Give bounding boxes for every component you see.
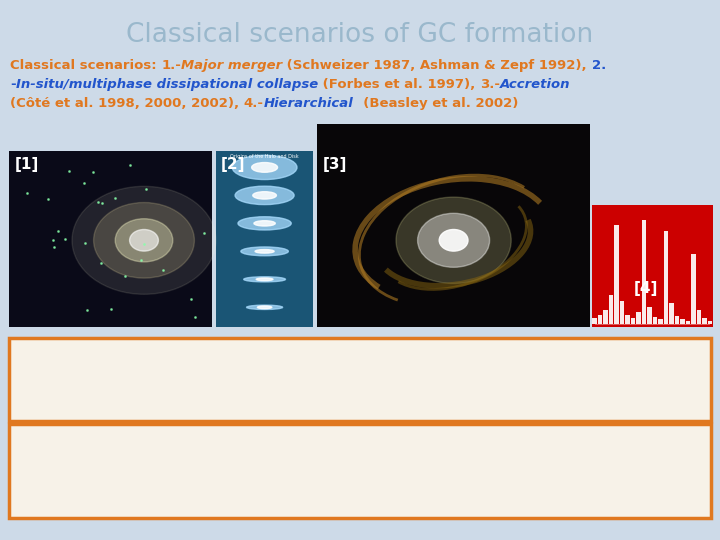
Circle shape bbox=[94, 202, 194, 278]
Text: Confirming or ruling out the existence of: Confirming or ruling out the existence o… bbox=[45, 443, 420, 458]
Bar bbox=[642, 219, 647, 324]
Ellipse shape bbox=[246, 305, 283, 309]
Circle shape bbox=[396, 197, 511, 284]
Bar bbox=[636, 312, 641, 324]
Bar bbox=[664, 231, 668, 324]
Bar bbox=[620, 301, 624, 324]
Ellipse shape bbox=[243, 277, 285, 282]
Text: [2]: [2] bbox=[220, 157, 245, 172]
Text: 3.-: 3.- bbox=[480, 78, 500, 91]
Ellipse shape bbox=[255, 249, 274, 253]
Text: Hierarchical: Hierarchical bbox=[264, 97, 354, 110]
Circle shape bbox=[439, 230, 468, 251]
Text: both (: both ( bbox=[185, 392, 241, 410]
Bar bbox=[658, 319, 663, 324]
Bar bbox=[670, 303, 674, 324]
Bar bbox=[603, 310, 608, 324]
Text: (Côté et al. 1998, 2000, 2002),: (Côté et al. 1998, 2000, 2002), bbox=[10, 97, 244, 110]
Bar bbox=[317, 124, 590, 327]
Text: distinct GC formation scenarios: distinct GC formation scenarios bbox=[217, 496, 503, 511]
Text: They all make different predictions on the: They all make different predictions on t… bbox=[48, 361, 449, 379]
Ellipse shape bbox=[241, 247, 288, 256]
Bar bbox=[653, 317, 657, 324]
Bar bbox=[702, 318, 707, 324]
Text: Origins of the Halo and Disk: Origins of the Halo and Disk bbox=[230, 154, 299, 159]
Bar bbox=[647, 307, 652, 324]
Text: MP: MP bbox=[241, 392, 270, 410]
Bar bbox=[686, 321, 690, 324]
Text: and: and bbox=[270, 392, 316, 410]
Bar bbox=[680, 319, 685, 324]
Text: between GC: between GC bbox=[561, 443, 675, 458]
Text: [4]: [4] bbox=[634, 281, 658, 296]
Bar bbox=[592, 205, 713, 327]
Bar bbox=[626, 315, 630, 324]
Bar bbox=[675, 316, 679, 324]
Text: (Schweizer 1987, Ashman & Zepf 1992),: (Schweizer 1987, Ashman & Zepf 1992), bbox=[282, 59, 592, 72]
Ellipse shape bbox=[232, 156, 297, 179]
Text: MR: MR bbox=[316, 392, 346, 410]
Bar bbox=[216, 151, 313, 327]
Bar bbox=[609, 295, 613, 324]
Text: 1.-: 1.- bbox=[161, 59, 181, 72]
Text: subpopulations is essential to constrain the relative importance of the: subpopulations is essential to constrain… bbox=[40, 469, 680, 484]
Circle shape bbox=[418, 213, 490, 267]
Circle shape bbox=[115, 219, 173, 262]
Bar bbox=[631, 318, 635, 324]
Bar bbox=[697, 310, 701, 324]
Text: age differences: age differences bbox=[420, 443, 561, 458]
Text: Major merger: Major merger bbox=[181, 59, 282, 72]
Bar bbox=[691, 254, 696, 324]
Text: age difference: age difference bbox=[449, 361, 585, 379]
FancyBboxPatch shape bbox=[9, 338, 711, 421]
Text: 4.-: 4.- bbox=[244, 97, 264, 110]
Text: In-situ/multiphase dissipational collapse: In-situ/multiphase dissipational collaps… bbox=[16, 78, 318, 91]
Text: [1]: [1] bbox=[14, 157, 39, 172]
Text: (Forbes et al. 1997),: (Forbes et al. 1997), bbox=[318, 78, 480, 91]
Ellipse shape bbox=[256, 278, 273, 281]
Text: -: - bbox=[10, 78, 16, 91]
Ellipse shape bbox=[235, 186, 294, 205]
Text: Accretion: Accretion bbox=[500, 78, 570, 91]
Ellipse shape bbox=[258, 306, 272, 309]
Bar bbox=[708, 321, 712, 324]
Circle shape bbox=[72, 186, 216, 294]
Ellipse shape bbox=[253, 192, 276, 199]
Text: [3]: [3] bbox=[323, 157, 347, 172]
Ellipse shape bbox=[252, 163, 278, 172]
Bar bbox=[593, 318, 597, 324]
Text: ) GC subpopulations: ) GC subpopulations bbox=[346, 392, 535, 410]
Text: (Beasley et al. 2002): (Beasley et al. 2002) bbox=[354, 97, 518, 110]
Text: between: between bbox=[585, 361, 672, 379]
Ellipse shape bbox=[254, 221, 275, 226]
Circle shape bbox=[130, 230, 158, 251]
Bar bbox=[614, 225, 618, 324]
Bar bbox=[598, 315, 603, 324]
Text: Classical scenarios of GC formation: Classical scenarios of GC formation bbox=[127, 22, 593, 48]
Text: Classical scenarios:: Classical scenarios: bbox=[10, 59, 161, 72]
Bar bbox=[9, 151, 212, 327]
FancyBboxPatch shape bbox=[9, 424, 711, 518]
Text: 2.: 2. bbox=[592, 59, 606, 72]
Ellipse shape bbox=[238, 217, 291, 230]
